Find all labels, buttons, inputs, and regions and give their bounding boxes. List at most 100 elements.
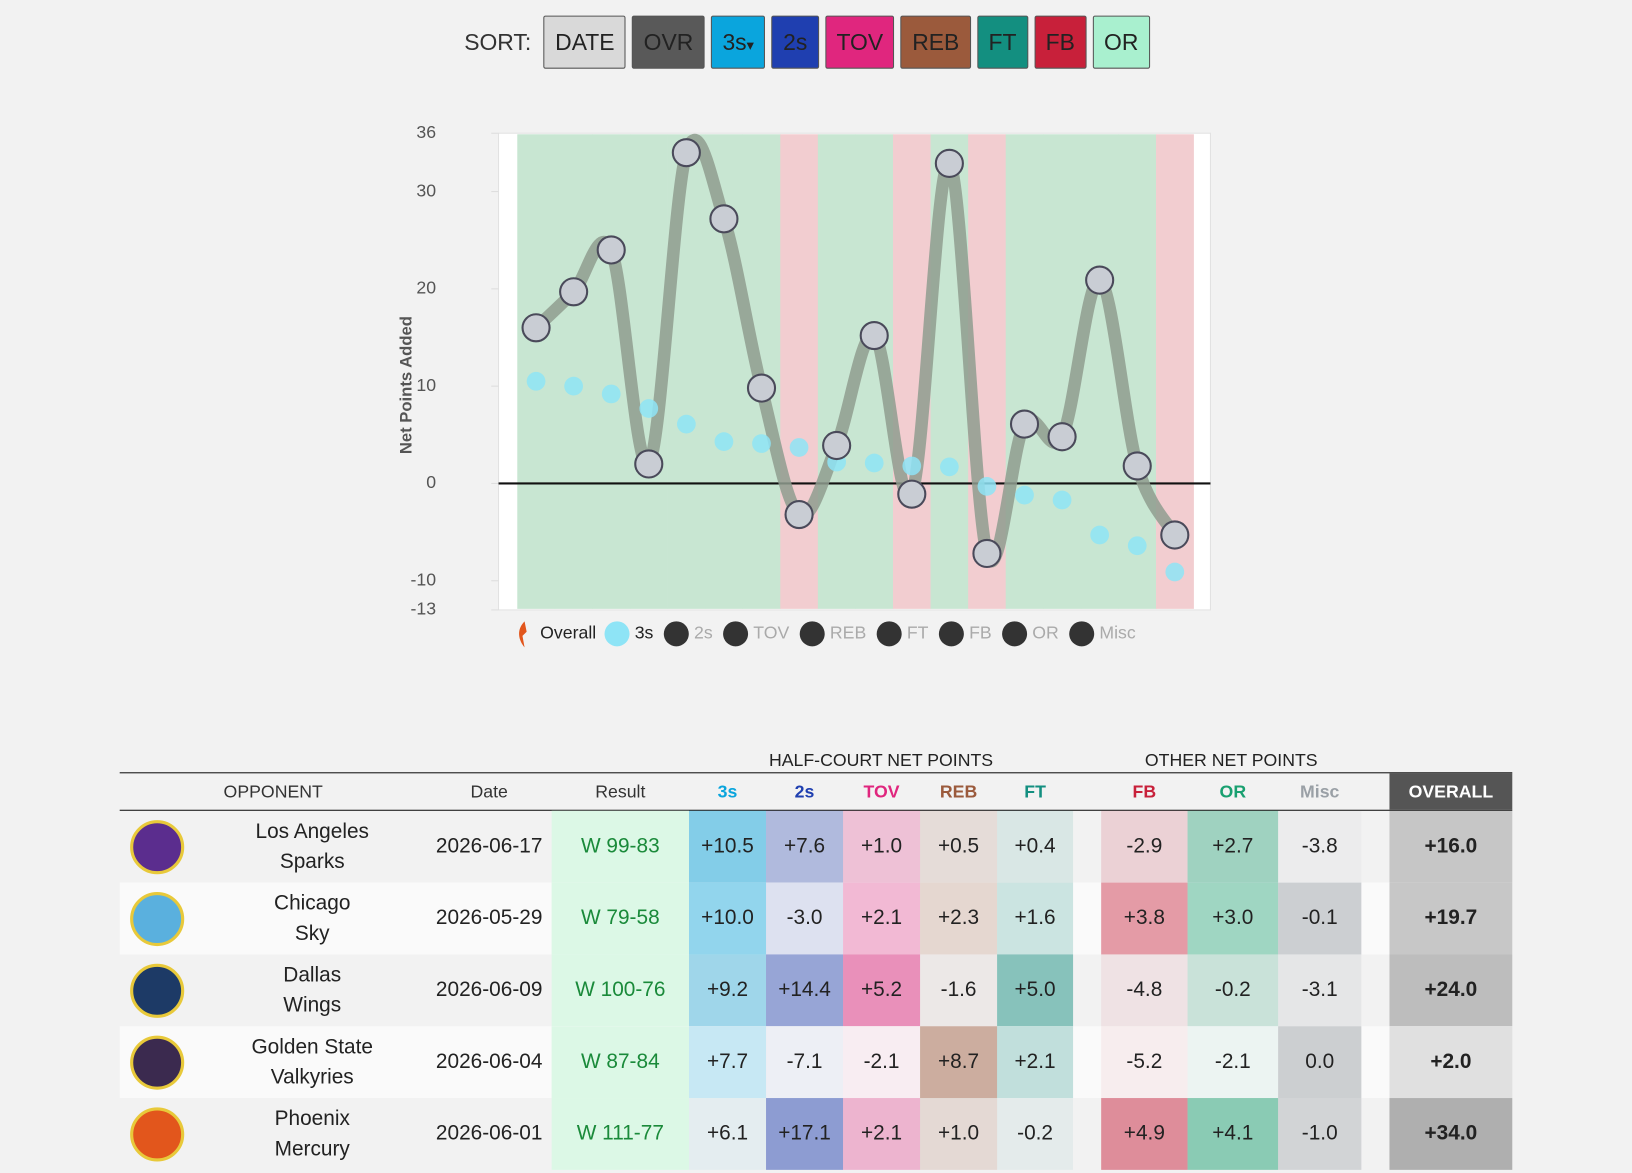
team-logo (130, 963, 185, 1018)
rule (119, 772, 1513, 774)
opponent: Phoenix Mercury (198, 1098, 427, 1170)
3s-dot (977, 476, 997, 496)
sort-button-text: FB (1045, 28, 1075, 55)
result-band (1005, 134, 1044, 609)
column-header: OPPONENT (223, 781, 323, 802)
legend-icon (519, 621, 527, 648)
stat-value: +5.2 (843, 954, 921, 1027)
stat-value: -3.8 (1278, 810, 1362, 883)
sort-button-text: TOV (836, 28, 884, 55)
sort-button[interactable]: 3s ▾ (710, 15, 766, 69)
overall-marker (897, 479, 927, 509)
stat-value: -2.1 (843, 1026, 921, 1099)
legend-swatch (1002, 621, 1028, 647)
stat-value: +10.0 (689, 882, 767, 955)
column-header: 2s (794, 781, 815, 802)
3s-dot (526, 371, 546, 391)
3s-dot (564, 376, 584, 396)
stat-value: +6.1 (689, 1098, 767, 1170)
y-tick-label: 0 (426, 472, 436, 492)
opponent-city: Phoenix (274, 1106, 350, 1130)
stat-value: +3.0 (1187, 882, 1279, 955)
sort-button[interactable]: OVR (632, 15, 705, 69)
stat-value: +2.7 (1187, 810, 1279, 883)
group-header: OTHER NET POINTS (1144, 749, 1318, 770)
3s-dot (1052, 490, 1072, 510)
overall-marker (1122, 451, 1152, 481)
stat-value: -0.2 (997, 1098, 1074, 1170)
result: W 100-76 (551, 954, 690, 1027)
legend-swatch (938, 621, 964, 647)
stat-value: -2.9 (1101, 810, 1188, 883)
legend-swatch (663, 621, 689, 647)
overall-marker (822, 430, 852, 461)
result-band (780, 134, 819, 609)
date: 2026-06-17 (435, 834, 543, 858)
sort-button-text: OR (1104, 28, 1139, 55)
column-header: OR (1219, 781, 1247, 802)
overall-marker (634, 449, 664, 479)
3s-dot (1165, 562, 1185, 582)
stat-value: -3.1 (1278, 954, 1362, 1027)
legend-label: 2s (694, 623, 713, 643)
sort-bar: SORT: DATE OVR 3s ▾ 2s TOV REB FT FB OR (464, 15, 1150, 69)
stat-value: -2.1 (1187, 1026, 1279, 1099)
sort-button[interactable]: DATE (543, 15, 626, 69)
stat-value: +1.0 (843, 810, 921, 883)
3s-dot (864, 453, 884, 473)
stat-value: +2.1 (997, 1026, 1074, 1099)
overall-marker (972, 538, 1002, 569)
legend-label: Overall (540, 623, 596, 643)
sort-button-text: FT (988, 28, 1017, 55)
3s-dot (939, 457, 959, 477)
sort-button-text: 2s (783, 28, 808, 55)
stat-value: +14.4 (766, 954, 844, 1027)
stat-value: +1.0 (920, 1098, 998, 1170)
sort-button[interactable]: FT (977, 15, 1028, 69)
stat-value: 0.0 (1278, 1026, 1362, 1099)
stat-value: +5.0 (997, 954, 1074, 1027)
result: W 79-58 (551, 882, 690, 955)
legend-label: Misc (1099, 623, 1136, 643)
sort-button[interactable]: REB (900, 15, 971, 69)
stat-value: +19.7 (1389, 882, 1513, 955)
y-tick-label: 20 (416, 278, 436, 298)
opponent-city: Chicago (274, 891, 351, 915)
overall-marker (671, 138, 701, 168)
team-logo (130, 820, 185, 875)
legend-label: TOV (753, 623, 789, 643)
stat-value: +2.1 (843, 882, 921, 955)
sort-button[interactable]: 2s (771, 15, 819, 69)
stat-value: +2.1 (843, 1098, 921, 1170)
opponent: Golden State Valkyries (198, 1026, 427, 1098)
sort-button-text: OVR (643, 28, 694, 55)
result-band (554, 134, 593, 609)
result: W 99-83 (551, 810, 690, 883)
result: W 87-84 (551, 1026, 690, 1099)
result-band (817, 134, 856, 609)
stat-value: +0.4 (997, 810, 1074, 883)
team-logo (130, 1107, 185, 1162)
legend-label: REB (830, 623, 866, 643)
sort-button-text: DATE (555, 28, 615, 55)
3s-dot (676, 414, 696, 434)
overall-marker (934, 148, 964, 178)
sort-button[interactable]: OR (1092, 15, 1150, 69)
overall-marker (1160, 520, 1190, 550)
stat-value: +3.8 (1101, 882, 1188, 955)
sort-button-text: REB (912, 28, 960, 55)
overall-marker (859, 320, 889, 351)
overall-marker (559, 277, 589, 307)
opponent-city: Golden State (251, 1035, 373, 1058)
sort-button[interactable]: TOV (824, 15, 895, 69)
stat-value: +7.6 (766, 810, 844, 883)
column-header: FB (1132, 781, 1157, 802)
row-bg (119, 1026, 1513, 1099)
sort-button[interactable]: FB (1034, 15, 1087, 69)
column-header: REB (939, 781, 978, 802)
opponent: Dallas Wings (198, 954, 427, 1026)
stat-value: +24.0 (1389, 954, 1513, 1027)
y-tick-label: 30 (416, 180, 436, 200)
